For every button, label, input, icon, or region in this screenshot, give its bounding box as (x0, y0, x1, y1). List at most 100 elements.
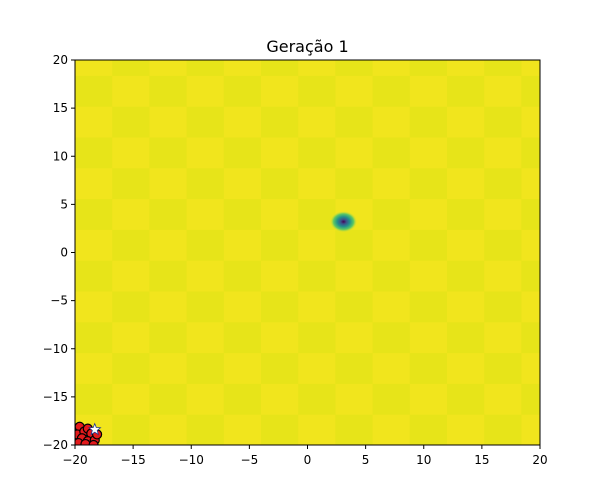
checker-cell (75, 198, 113, 230)
checker-cell (521, 60, 540, 76)
checker-cell (223, 352, 262, 384)
checker-cell (298, 198, 336, 230)
y-tick-label: 0 (60, 246, 68, 260)
x-tick-label: 5 (362, 453, 370, 467)
checker-cell (186, 291, 225, 323)
checker-cell (335, 321, 374, 354)
checker-cell (112, 137, 150, 169)
y-tick-label: 15 (53, 101, 68, 115)
checker-cell (186, 414, 225, 445)
checker-cell (186, 75, 225, 107)
checker-cell (521, 229, 540, 261)
checker-cell (261, 260, 299, 292)
checker-cell (521, 198, 540, 230)
chart-title: Geração 1 (266, 37, 348, 56)
checker-cell (372, 321, 411, 354)
y-tick-label: 20 (53, 53, 68, 67)
checker-cell (335, 383, 374, 415)
checker-cell (149, 260, 188, 292)
x-tick-label: −15 (120, 453, 145, 467)
checker-cell (261, 167, 299, 200)
checker-cell (186, 352, 225, 384)
checker-cell (409, 60, 448, 76)
checker-cell (149, 383, 188, 415)
checker-cell (484, 229, 522, 261)
checker-cell (447, 321, 485, 354)
checker-cell (521, 106, 540, 138)
checker-cell (447, 260, 485, 292)
checker-cell (447, 198, 485, 230)
checker-cell (484, 260, 522, 292)
checker-cell (186, 229, 225, 261)
x-axis: −20 −15 −10 −5 0 5 10 15 20 (62, 445, 548, 467)
checker-cell (521, 414, 540, 445)
checker-cell (75, 352, 113, 384)
checker-cell (75, 321, 113, 354)
checker-cell (186, 167, 225, 200)
checker-cell (75, 106, 113, 138)
checker-cell (261, 137, 299, 169)
checker-cell (298, 260, 336, 292)
checker-cell (447, 137, 485, 169)
checker-cell (335, 291, 374, 323)
checker-cell (447, 291, 485, 323)
checker-cell (223, 383, 262, 415)
checker-cell (409, 106, 448, 138)
x-tick-label: 10 (416, 453, 431, 467)
checker-cell (409, 260, 448, 292)
checker-cell (298, 414, 336, 445)
checker-cell (186, 321, 225, 354)
checker-cell (261, 414, 299, 445)
checker-cell (447, 383, 485, 415)
checker-cell (335, 75, 374, 107)
checker-cell (298, 75, 336, 107)
checker-cell (335, 229, 374, 261)
checker-cell (372, 137, 411, 169)
population-point (88, 439, 99, 445)
checker-cell (75, 60, 113, 76)
checker-cell (484, 106, 522, 138)
checker-cell (372, 229, 411, 261)
checker-cell (112, 321, 150, 354)
checker-cell (409, 167, 448, 200)
checker-cell (112, 167, 150, 200)
checker-cell (112, 229, 150, 261)
checker-cell (409, 291, 448, 323)
checker-cell (409, 321, 448, 354)
y-axis: −20 −15 −10 −5 0 5 10 15 20 (43, 53, 75, 452)
checker-cell (149, 75, 188, 107)
checker-cell (261, 75, 299, 107)
checker-cell (521, 260, 540, 292)
checker-cell (409, 75, 448, 107)
checker-cell (484, 383, 522, 415)
checker-cell (112, 260, 150, 292)
y-tick-label: −15 (43, 390, 68, 404)
checker-cell (409, 198, 448, 230)
checker-cell (484, 414, 522, 445)
checker-cell (149, 229, 188, 261)
checker-cell (298, 383, 336, 415)
checker-cell (149, 321, 188, 354)
x-tick-label: −20 (62, 453, 87, 467)
checker-cell (447, 229, 485, 261)
x-tick-label: 20 (532, 453, 547, 467)
checker-cell (75, 260, 113, 292)
checker-cell (75, 291, 113, 323)
checker-cell (372, 198, 411, 230)
checker-cell (112, 60, 150, 76)
checker-cell (75, 137, 113, 169)
global-minimum-spot (329, 210, 358, 233)
checker-cell (372, 291, 411, 323)
y-tick-label: 10 (53, 149, 68, 163)
checkerboard-background (75, 60, 540, 445)
y-tick-label: −5 (50, 294, 68, 308)
checker-cell (298, 167, 336, 200)
checker-cell (335, 352, 374, 384)
checker-cell (484, 60, 522, 76)
checker-cell (484, 75, 522, 107)
checker-cell (149, 167, 188, 200)
checker-cell (372, 60, 411, 76)
y-tick-label: −10 (43, 342, 68, 356)
checker-cell (112, 75, 150, 107)
x-tick-label: −10 (179, 453, 204, 467)
